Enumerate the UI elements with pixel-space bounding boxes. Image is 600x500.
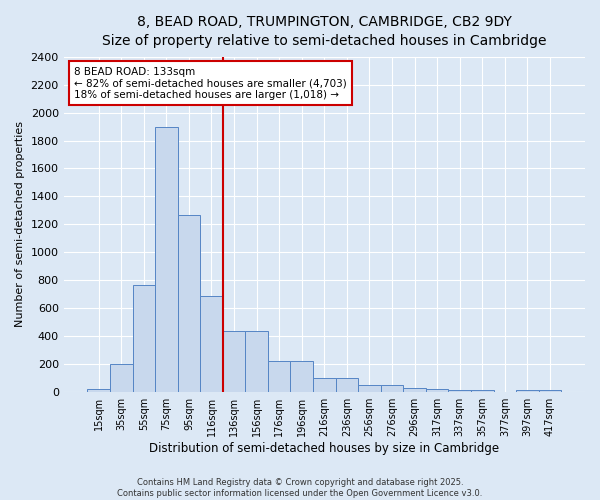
Bar bbox=[88, 390, 110, 392]
Bar bbox=[471, 390, 494, 392]
Bar bbox=[110, 364, 133, 392]
Bar bbox=[178, 214, 200, 392]
Bar bbox=[448, 390, 471, 392]
Text: Contains HM Land Registry data © Crown copyright and database right 2025.
Contai: Contains HM Land Registry data © Crown c… bbox=[118, 478, 482, 498]
Bar bbox=[539, 390, 562, 392]
Bar bbox=[335, 378, 358, 392]
X-axis label: Distribution of semi-detached houses by size in Cambridge: Distribution of semi-detached houses by … bbox=[149, 442, 499, 455]
Text: 8 BEAD ROAD: 133sqm
← 82% of semi-detached houses are smaller (4,703)
18% of sem: 8 BEAD ROAD: 133sqm ← 82% of semi-detach… bbox=[74, 66, 347, 100]
Bar bbox=[133, 284, 155, 392]
Bar bbox=[290, 362, 313, 392]
Bar bbox=[516, 390, 539, 392]
Bar bbox=[200, 296, 223, 392]
Bar bbox=[381, 385, 403, 392]
Bar bbox=[403, 388, 426, 392]
Bar bbox=[358, 385, 381, 392]
Title: 8, BEAD ROAD, TRUMPINGTON, CAMBRIDGE, CB2 9DY
Size of property relative to semi-: 8, BEAD ROAD, TRUMPINGTON, CAMBRIDGE, CB… bbox=[102, 15, 547, 48]
Bar bbox=[155, 126, 178, 392]
Bar bbox=[426, 388, 448, 392]
Bar bbox=[313, 378, 335, 392]
Y-axis label: Number of semi-detached properties: Number of semi-detached properties bbox=[15, 122, 25, 328]
Bar bbox=[268, 362, 290, 392]
Bar bbox=[223, 332, 245, 392]
Bar bbox=[245, 332, 268, 392]
